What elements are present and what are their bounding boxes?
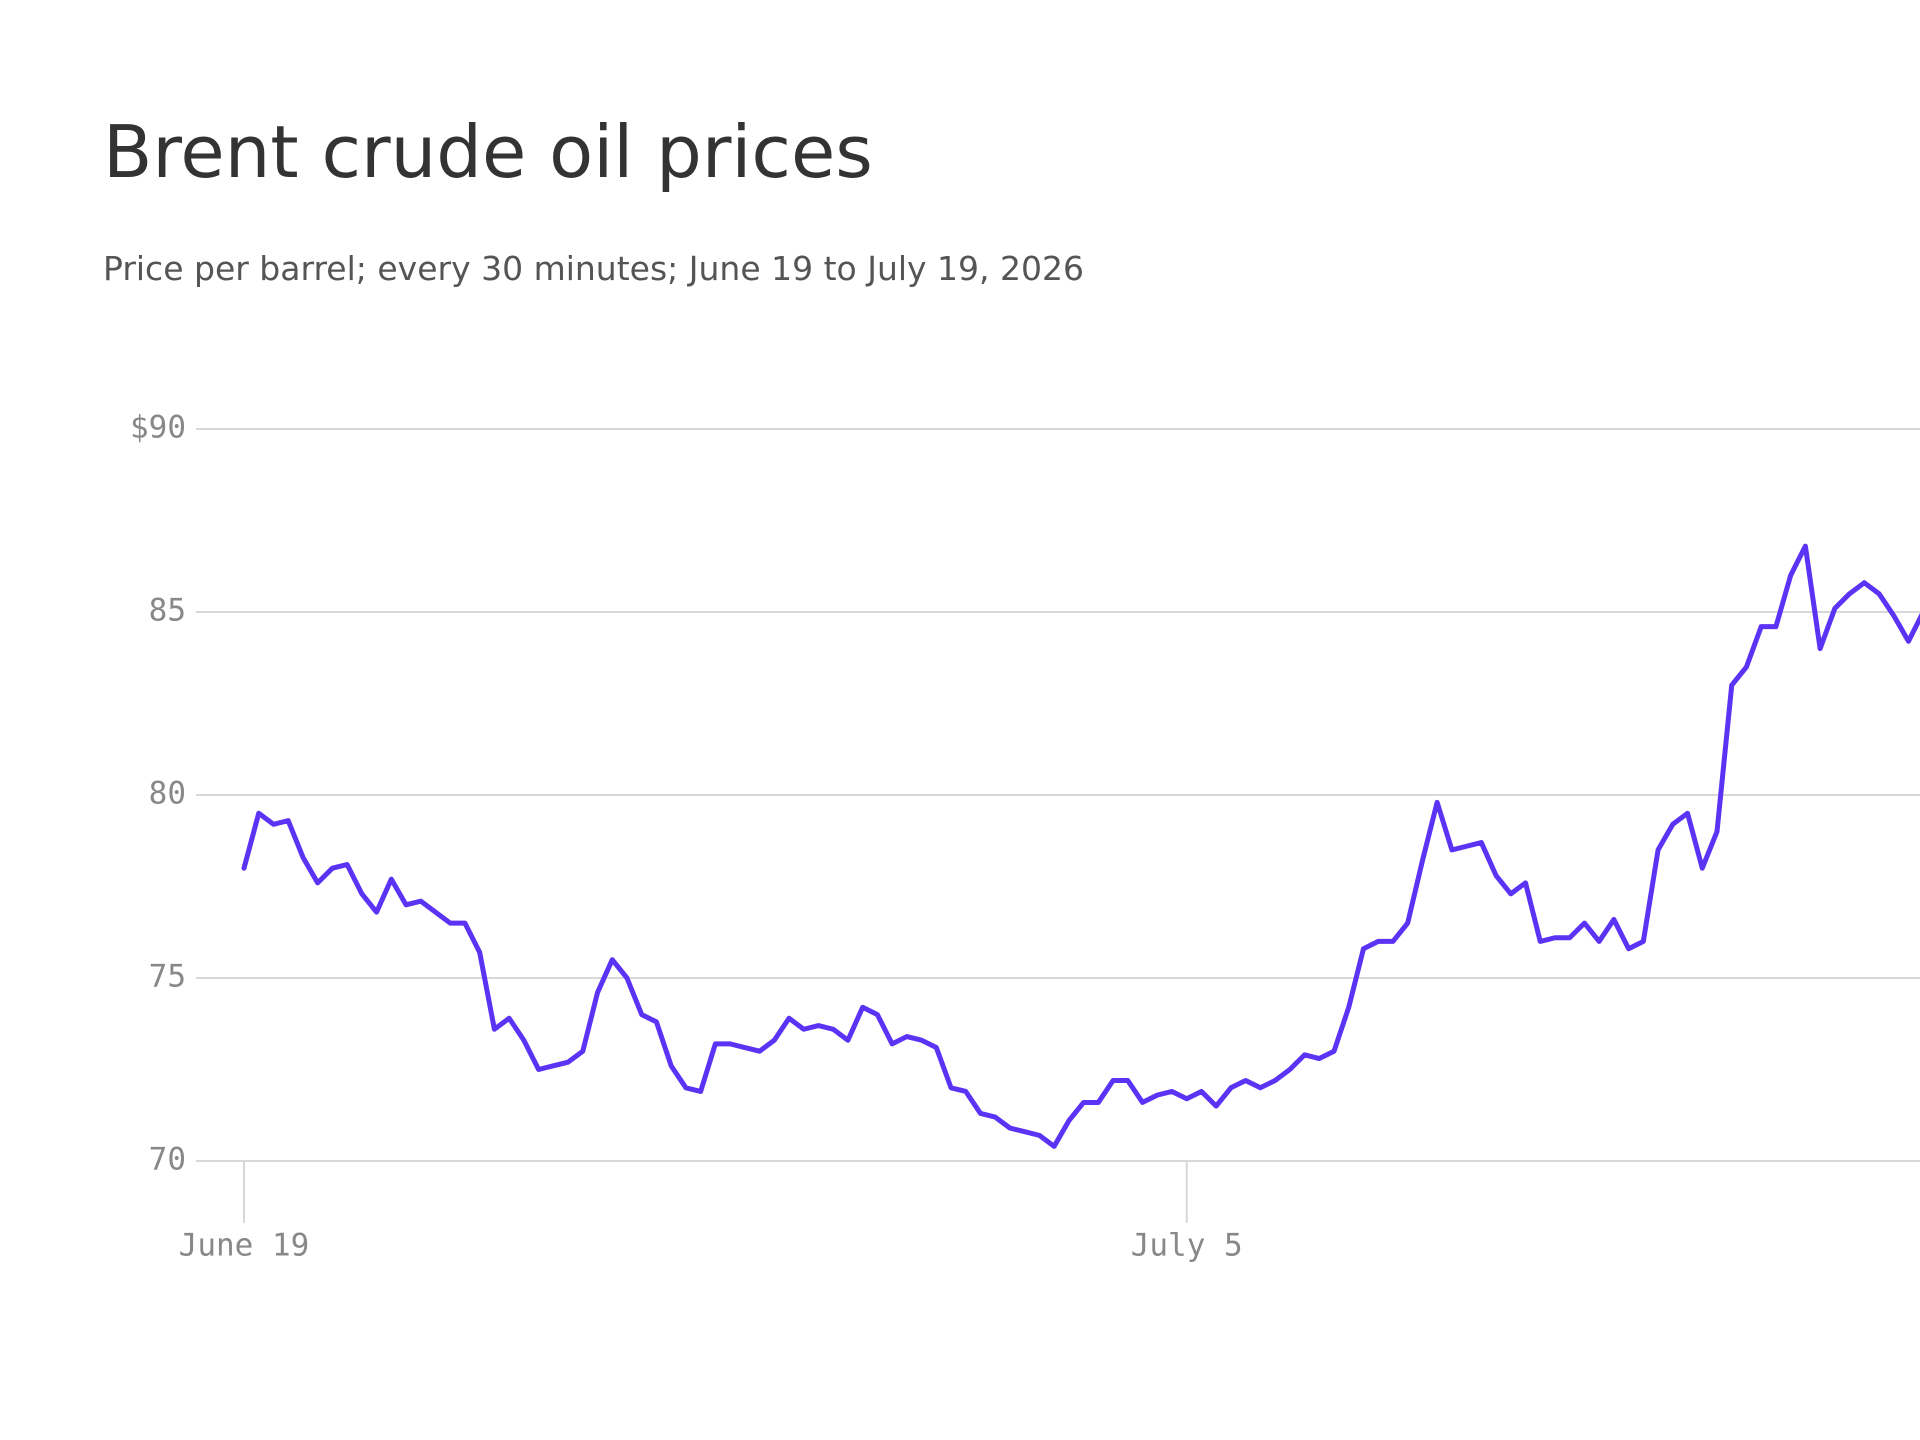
x-tick-label: July 5 bbox=[1131, 1228, 1243, 1264]
chart-title: Brent crude oil prices bbox=[103, 110, 873, 194]
y-tick-label: 85 bbox=[149, 593, 186, 629]
y-tick-label: 75 bbox=[149, 959, 186, 995]
y-tick-label: $90 bbox=[130, 410, 186, 446]
y-tick-label: 70 bbox=[149, 1142, 186, 1178]
chart-subtitle: Price per barrel; every 30 minutes; June… bbox=[103, 249, 1084, 288]
price-line bbox=[241, 543, 1920, 1149]
y-tick-label: 80 bbox=[149, 776, 186, 812]
x-tick-label: June 19 bbox=[179, 1228, 310, 1264]
